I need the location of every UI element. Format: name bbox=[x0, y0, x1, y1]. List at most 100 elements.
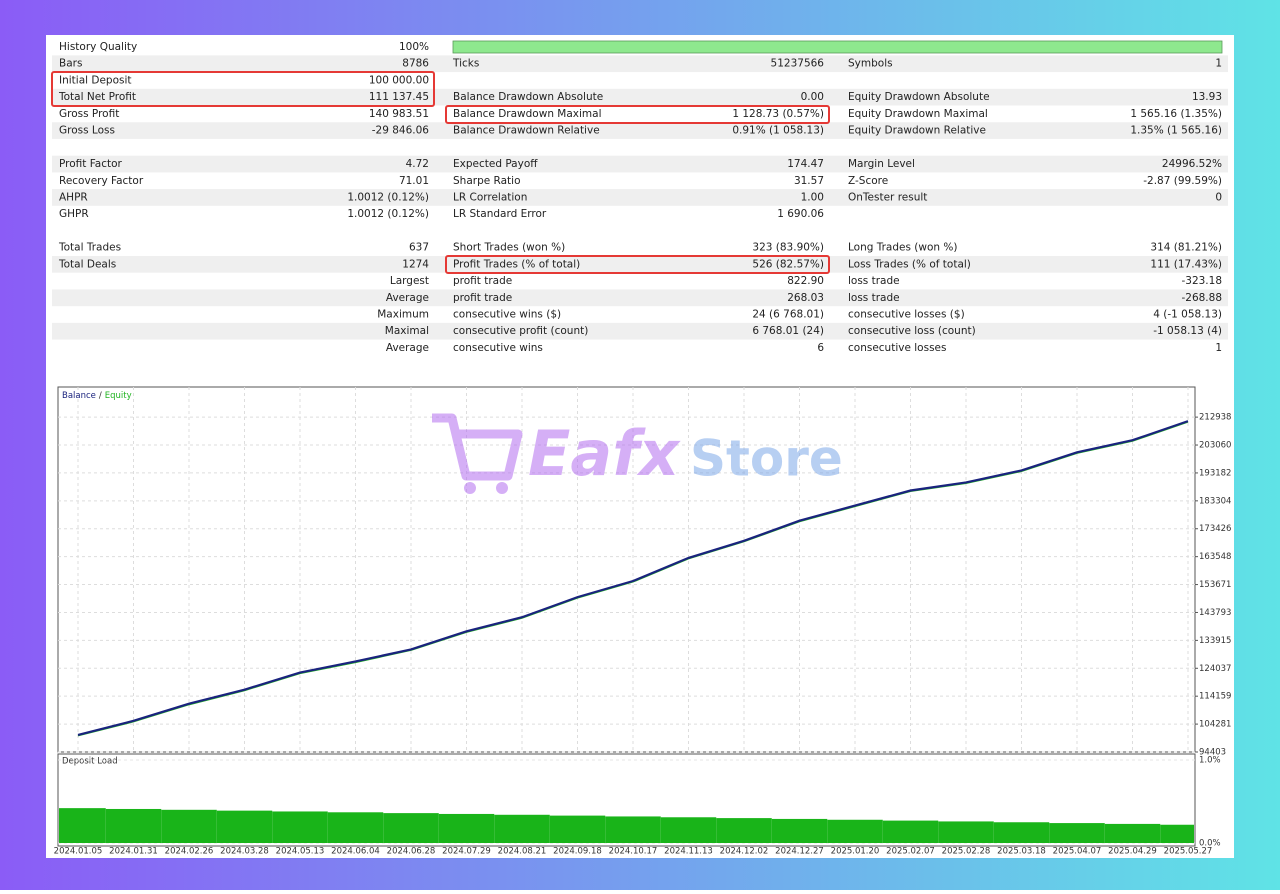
bar bbox=[1104, 823, 1161, 843]
x-tick-label: 2024.11.13 bbox=[664, 847, 713, 857]
row-shade bbox=[52, 55, 1228, 73]
bar bbox=[549, 815, 606, 843]
y-tick-label: 163548 bbox=[1199, 552, 1231, 562]
row-value: 1 565.16 (1.35%) bbox=[1130, 108, 1222, 120]
row-value: 100 000.00 bbox=[369, 74, 429, 86]
x-tick-label: 2024.01.31 bbox=[109, 847, 158, 857]
bar bbox=[605, 816, 661, 843]
x-tick-label: 2024.08.21 bbox=[498, 847, 547, 857]
row-value: 1.35% (1 565.16) bbox=[1130, 125, 1222, 137]
x-tick-label: 2024.06.04 bbox=[331, 847, 380, 857]
row-label: Balance Drawdown Absolute bbox=[453, 91, 603, 103]
row-label: Gross Loss bbox=[59, 125, 115, 137]
row-shade bbox=[52, 155, 1228, 173]
row-value: 100% bbox=[399, 41, 429, 53]
chart-title: Deposit Load bbox=[62, 757, 118, 767]
row-label: Initial Deposit bbox=[59, 74, 132, 86]
row-label: consecutive loss (count) bbox=[848, 325, 976, 337]
row-value: 1.0012 (0.12%) bbox=[347, 208, 429, 220]
watermark-text: Store bbox=[690, 430, 843, 488]
y-tick-label: 143793 bbox=[1199, 608, 1231, 618]
row-value: 31.57 bbox=[794, 175, 824, 187]
row-value: 24 (6 768.01) bbox=[752, 309, 824, 321]
row-label: consecutive losses bbox=[848, 342, 946, 354]
bar bbox=[161, 809, 217, 843]
row-value: 1274 bbox=[402, 258, 429, 270]
x-tick-label: 2024.07.29 bbox=[442, 847, 491, 857]
x-tick-label: 2024.05.13 bbox=[276, 847, 325, 857]
watermark-cart bbox=[432, 413, 523, 481]
row-label: Largest bbox=[390, 275, 429, 287]
row-shade bbox=[52, 256, 1228, 273]
row-label: LR Standard Error bbox=[453, 208, 547, 220]
legend-entry: Balance bbox=[62, 391, 96, 401]
bar bbox=[716, 818, 772, 843]
row-label: consecutive wins ($) bbox=[453, 309, 561, 321]
row-shade bbox=[52, 88, 1228, 106]
bar bbox=[660, 817, 717, 843]
bar bbox=[993, 822, 1050, 843]
row-label: Balance Drawdown Relative bbox=[453, 125, 600, 137]
watermark-cart bbox=[464, 482, 476, 494]
row-value: 1.0012 (0.12%) bbox=[347, 191, 429, 203]
row-label: Balance Drawdown Maximal bbox=[453, 108, 602, 120]
row-label: Average bbox=[386, 342, 429, 354]
row-value: 0 bbox=[1215, 191, 1222, 203]
bar bbox=[938, 821, 994, 843]
row-value: 71.01 bbox=[399, 175, 429, 187]
row-value: 140 983.51 bbox=[369, 108, 429, 120]
row-label: AHPR bbox=[59, 191, 88, 203]
bar bbox=[272, 811, 328, 843]
row-label: Total Net Profit bbox=[58, 91, 136, 103]
bar bbox=[105, 808, 162, 843]
y-tick-label: 0.0% bbox=[1199, 839, 1221, 849]
row-label: Loss Trades (% of total) bbox=[848, 258, 971, 270]
x-tick-label: 2025.04.07 bbox=[1053, 847, 1102, 857]
y-tick-label: 203060 bbox=[1199, 441, 1231, 451]
row-label: LR Correlation bbox=[453, 191, 527, 203]
watermark-text: Eafx bbox=[528, 417, 681, 490]
row-value: 526 (82.57%) bbox=[752, 258, 824, 270]
row-label: Equity Drawdown Maximal bbox=[848, 108, 988, 120]
y-tick-label: 193182 bbox=[1199, 468, 1231, 478]
row-value: 6 768.01 (24) bbox=[752, 325, 824, 337]
row-label: Ticks bbox=[452, 58, 479, 70]
legend: Balance / Equity bbox=[62, 391, 132, 401]
row-label: profit trade bbox=[453, 275, 512, 287]
highlight-box bbox=[445, 255, 830, 274]
series-line bbox=[77, 420, 1189, 736]
x-tick-label: 2025.05.27 bbox=[1164, 847, 1213, 857]
quality-bar bbox=[452, 40, 1223, 54]
bar bbox=[327, 812, 384, 843]
legend-entry: Equity bbox=[105, 391, 132, 401]
row-label: Recovery Factor bbox=[59, 175, 144, 187]
y-tick-label: 104281 bbox=[1199, 720, 1231, 730]
watermark-cart bbox=[496, 482, 508, 494]
row-label: Total Trades bbox=[58, 242, 121, 254]
row-label: Profit Factor bbox=[59, 158, 123, 170]
row-label: Gross Profit bbox=[59, 108, 119, 120]
x-tick-label: 2024.06.28 bbox=[387, 847, 436, 857]
x-tick-label: 2024.02.26 bbox=[165, 847, 214, 857]
x-tick-label: 2024.12.02 bbox=[720, 847, 769, 857]
row-label: Z-Score bbox=[848, 175, 888, 187]
row-label: profit trade bbox=[453, 292, 512, 304]
row-value: 111 (17.43%) bbox=[1150, 258, 1222, 270]
row-label: Long Trades (won %) bbox=[848, 242, 957, 254]
row-label: Symbols bbox=[848, 58, 893, 70]
row-value: 13.93 bbox=[1192, 91, 1222, 103]
bar bbox=[771, 818, 828, 843]
row-label: OnTester result bbox=[848, 191, 927, 203]
row-value: 51237566 bbox=[771, 58, 825, 70]
x-tick-label: 2025.02.28 bbox=[942, 847, 991, 857]
row-label: History Quality bbox=[59, 41, 137, 53]
row-label: loss trade bbox=[848, 275, 900, 287]
y-tick-label: 94403 bbox=[1199, 748, 1226, 758]
row-label: Maximal bbox=[385, 325, 429, 337]
y-tick-label: 183304 bbox=[1199, 496, 1231, 506]
x-tick-label: 2024.09.18 bbox=[553, 847, 602, 857]
row-value: 268.03 bbox=[787, 292, 824, 304]
x-tick-label: 2025.04.29 bbox=[1108, 847, 1157, 857]
row-shade bbox=[52, 289, 1228, 307]
row-label: Bars bbox=[59, 58, 82, 70]
